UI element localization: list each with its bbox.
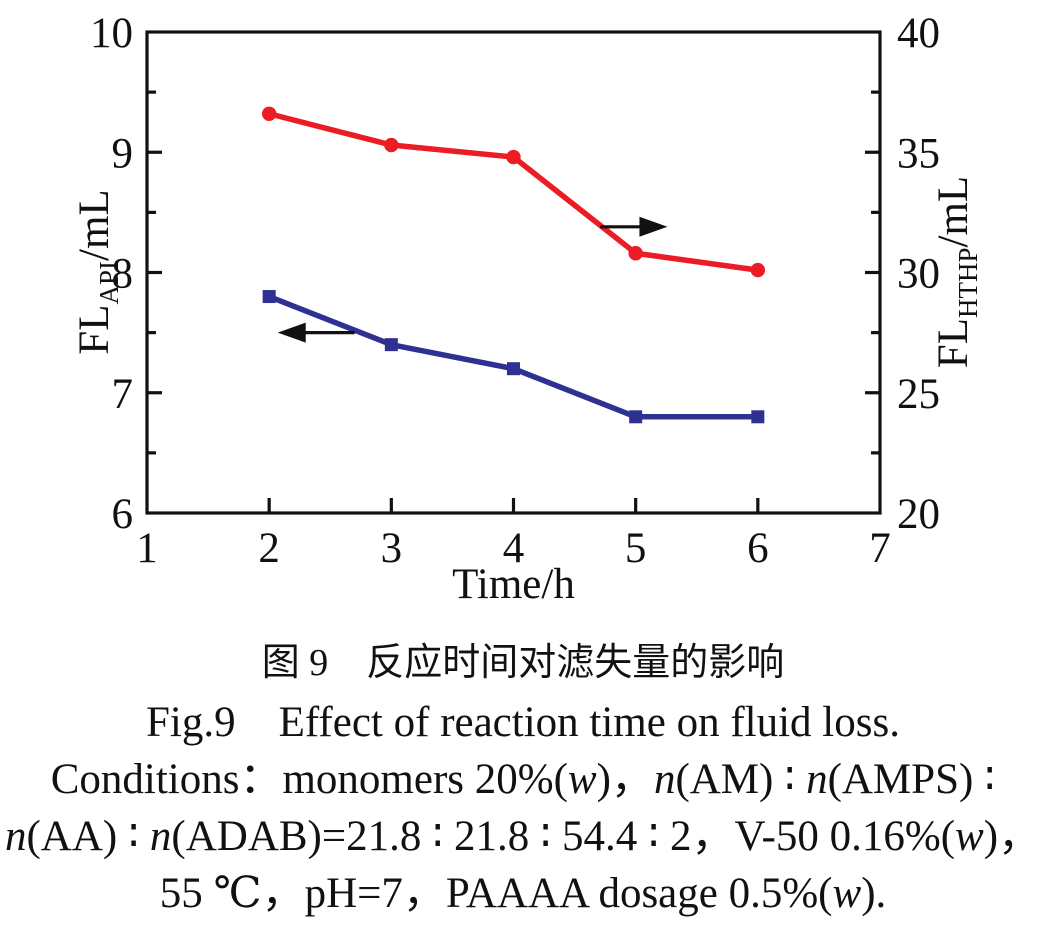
y-tick-label: 35 xyxy=(897,130,940,177)
series-FL_HTHP xyxy=(261,106,766,278)
circle-marker xyxy=(261,106,277,121)
square-marker xyxy=(262,290,276,304)
y-axis-right: 20 25 30 35 40 FLHTHP/mL xyxy=(865,10,983,538)
x-tick-label: 6 xyxy=(747,525,769,572)
x-tick-label: 2 xyxy=(258,525,280,572)
text-segment: )， xyxy=(983,813,1042,860)
plot-frame xyxy=(145,30,882,515)
x-tick-label: 7 xyxy=(869,525,891,572)
y-tick-label: 9 xyxy=(112,130,134,177)
y-tick-label: 7 xyxy=(112,371,134,418)
y-tick-label: 40 xyxy=(897,10,940,57)
caption-conditions-1: Conditions：monomers 20%(w)，n(AM) ∶ n(AMP… xyxy=(0,751,1046,808)
italic-symbol: n xyxy=(149,813,172,860)
y-tick-label: 25 xyxy=(897,371,940,418)
series-line xyxy=(268,111,759,273)
arrow-head xyxy=(277,322,306,343)
caption-conditions-2: n(AA) ∶ n(ADAB)=21.8 ∶ 21.8 ∶ 54.4 ∶ 2，V… xyxy=(0,808,1046,865)
caption-title-en: Fig.9 Effect of reaction time on fluid l… xyxy=(0,694,1046,751)
text-segment: )， xyxy=(596,756,654,803)
series-line xyxy=(268,293,758,420)
circle-marker xyxy=(628,246,643,261)
italic-symbol: w xyxy=(567,756,597,803)
series-FL_API xyxy=(262,290,765,424)
circle-marker xyxy=(506,149,521,165)
caption: 图 9 反应时间对滤失量的影响 Fig.9 Effect of reaction… xyxy=(0,632,1046,922)
left-axis-title: FLAPI/mL xyxy=(71,189,124,354)
x-tick-label: 5 xyxy=(625,525,647,572)
italic-symbol: w xyxy=(832,870,862,917)
x-axis-title: Time/h xyxy=(452,561,575,608)
caption-conditions-3: 55 ℃，pH=7，PAAAA dosage 0.5%(w). xyxy=(0,865,1046,922)
italic-symbol: n xyxy=(653,756,676,803)
square-marker xyxy=(384,338,398,352)
y-tick-label: 20 xyxy=(897,491,940,538)
arrow-to-left-axis xyxy=(277,322,355,343)
text-segment: 55 ℃，pH=7，PAAAA dosage 0.5%( xyxy=(159,870,833,917)
y-tick-label: 6 xyxy=(112,491,134,538)
right-axis-title: FLHTHP/mL xyxy=(930,176,983,368)
x-tick-label: 1 xyxy=(136,525,158,572)
italic-symbol: n xyxy=(806,756,828,803)
square-marker xyxy=(629,410,643,424)
fluid-loss-chart: 1 2 3 4 5 6 7 Time/h 6 7 8 9 10 FLAPI/mL 20 25 30 35 40 FLH… xyxy=(71,10,983,608)
text-segment: Fig.9 Effect of reaction time on fluid l… xyxy=(146,699,900,746)
circle-marker xyxy=(750,262,766,278)
circle-marker xyxy=(384,137,399,153)
italic-symbol: w xyxy=(955,813,984,860)
x-tick-label: 4 xyxy=(503,525,525,572)
y-axis-left: 6 7 8 9 10 FLAPI/mL xyxy=(71,10,162,538)
y-tick-label: 30 xyxy=(897,251,940,298)
y-tick-label: 8 xyxy=(112,251,134,298)
x-axis: 1 2 3 4 5 6 7 Time/h xyxy=(136,498,891,608)
x-tick-label: 3 xyxy=(381,525,403,572)
square-marker xyxy=(507,362,520,376)
text-segment: (AM) ∶ xyxy=(675,756,807,803)
text-segment: ). xyxy=(861,870,887,917)
caption-title-zh: 图 9 反应时间对滤失量的影响 xyxy=(0,632,1046,694)
italic-symbol: n xyxy=(4,813,27,860)
text-segment: (AMPS) ∶ xyxy=(827,756,996,803)
arrow-to-right-axis xyxy=(600,216,668,237)
y-tick-label: 10 xyxy=(90,10,133,57)
text-segment: 图 9 反应时间对滤失量的影响 xyxy=(261,642,785,684)
square-marker xyxy=(751,410,765,424)
arrow-head xyxy=(639,216,668,237)
text-segment: (ADAB)=21.8 ∶ 21.8 ∶ 54.4 ∶ 2，V-50 0.16%… xyxy=(171,813,956,860)
text-segment: (AA) ∶ xyxy=(26,813,150,860)
text-segment: Conditions：monomers 20%( xyxy=(50,756,568,803)
